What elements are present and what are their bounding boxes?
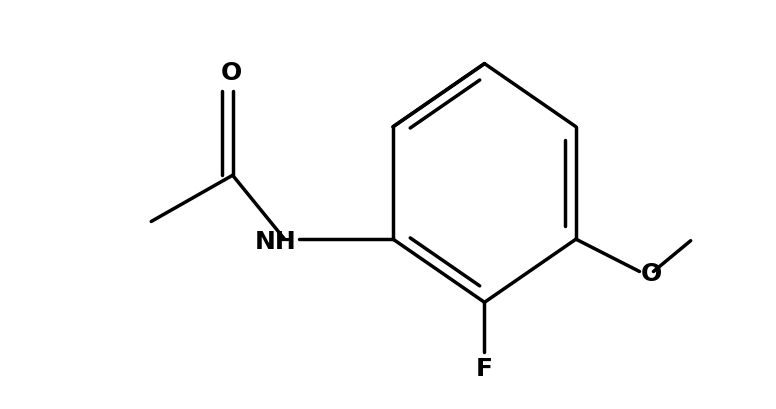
Text: F: F [476,356,493,380]
Text: O: O [641,261,662,285]
Text: O: O [220,61,241,85]
Text: NH: NH [255,229,297,253]
